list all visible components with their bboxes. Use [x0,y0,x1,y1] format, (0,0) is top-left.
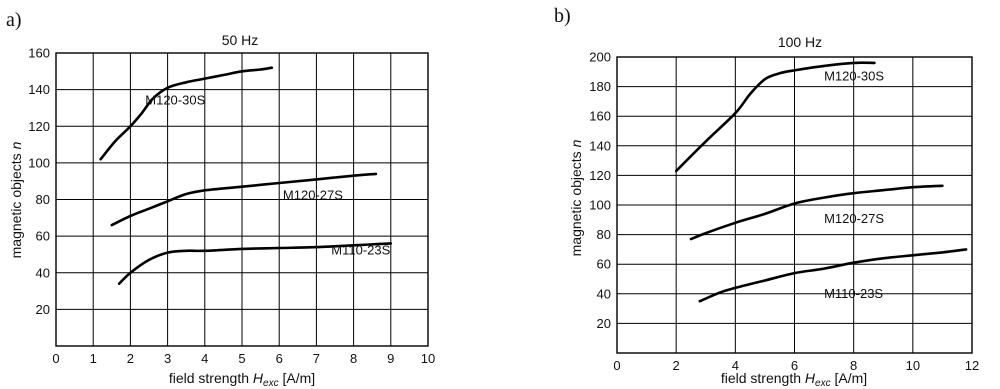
x-tick-label: 10 [421,351,435,366]
x-tick-label: 8 [850,358,857,373]
x-tick-label: 5 [238,351,245,366]
panel-a-letter: a) [6,9,22,31]
y-tick-label: 140 [589,138,611,153]
panel-b: b) 100 Hz 0 2 4 6 8 10 12 20 40 60 80 100 120 140 160 1… [554,5,979,389]
y-tick-label: 40 [36,265,50,280]
x-tick-label: 2 [127,351,134,366]
panel-b-frame [616,56,973,354]
y-tick-label: 180 [589,79,611,94]
series-line-m120-30s [674,61,876,173]
y-tick-label: 60 [597,257,611,272]
y-tick-label: 120 [28,119,50,134]
y-tick-label: 80 [36,192,50,207]
y-tick-label: 80 [597,227,611,242]
y-tick-label: 160 [589,109,611,124]
x-tick-label: 7 [313,351,320,366]
x-tick-label: 4 [201,351,208,366]
y-tick-label: 20 [597,316,611,331]
series-label-m120-30s: M120-30S [824,69,884,84]
x-tick-label: 4 [732,358,739,373]
panel-a-title: 50 Hz [222,32,259,48]
x-tick-label: 6 [791,358,798,373]
y-tick-label: 200 [589,50,611,65]
series-line-m110-23s [117,242,393,285]
y-tick-label: 20 [36,302,50,317]
y-tick-label: 60 [36,229,50,244]
panel-b-title: 100 Hz [778,34,822,50]
x-tick-label: 6 [276,351,283,366]
series-label-m120-27s: M120-27S [283,188,343,203]
panel-a-ticks: 0 1 2 3 4 5 6 7 8 9 10 20 40 60 80 100 120 140 160 [28,46,435,367]
panel-b-grid [617,57,972,353]
series-label-m110-23s: M110-23S [824,286,883,301]
y-tick-label: 160 [28,46,50,61]
x-tick-label: 12 [965,358,979,373]
x-tick-label: 2 [673,358,680,373]
y-tick-label: 100 [589,198,611,213]
panel-b-xlabel: field strength Hexc [A/m] [721,370,867,389]
panel-b-series: M120-30S M120-27S M110-23S [674,61,968,303]
y-tick-label: 100 [28,155,50,170]
x-tick-label: 10 [906,358,920,373]
panel-a: a) 50 Hz 0 1 2 3 4 5 6 7 8 9 10 20 40 60 80 100 120 140 16… [6,9,435,389]
x-tick-label: 3 [164,351,171,366]
panel-b-ticks: 0 2 4 6 8 10 12 20 40 60 80 100 120 140 160 180 200 [589,50,979,374]
series-line-m110-23s [698,248,968,303]
series-label-m120-30s: M120-30S [145,92,205,107]
series-line-m120-27s [110,172,378,227]
panel-a-frame [55,52,429,347]
x-tick-label: 1 [90,351,97,366]
series-label-m120-27s: M120-27S [824,211,884,226]
y-tick-label: 40 [597,286,611,301]
y-tick-label: 120 [589,168,611,183]
series-label-m110-23s: M110-23S [331,242,390,257]
x-tick-label: 9 [387,351,394,366]
x-tick-label: 0 [52,351,59,366]
x-tick-label: 8 [350,351,357,366]
panel-b-ylabel: magnetic objects n [568,139,584,256]
panel-a-ylabel: magnetic objects n [8,141,24,258]
panel-a-grid [56,53,428,346]
series-line-m120-27s [689,184,944,241]
panel-a-xlabel: field strength Hexc [A/m] [169,370,315,389]
y-tick-label: 140 [28,82,50,97]
series-line-m120-30s [99,66,274,161]
panel-a-series: M120-30S M120-27S M110-23S [99,66,393,285]
panel-b-letter: b) [554,5,571,27]
x-tick-label: 0 [613,358,620,373]
